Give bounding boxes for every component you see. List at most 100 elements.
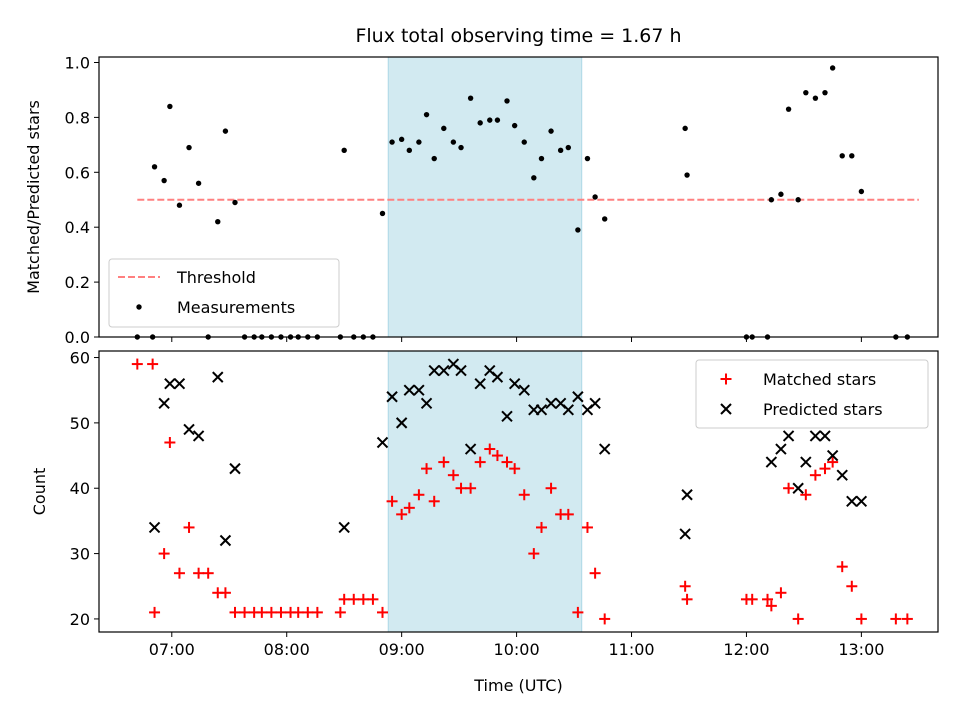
matched-stars-point	[183, 521, 195, 533]
predicted-stars-point	[819, 430, 831, 442]
ratio-legend: Threshold Measurements	[108, 258, 340, 328]
count-y-tick-label: 40	[70, 479, 90, 498]
predicted-stars-point	[219, 534, 232, 547]
predicted-stars-point	[792, 482, 804, 494]
measurements-point	[521, 139, 527, 145]
matched-stars-point	[131, 358, 143, 370]
measurements-point	[494, 117, 501, 123]
predicted-stars-point	[836, 469, 848, 481]
matched-stars-point	[846, 580, 858, 592]
measurements-point	[538, 155, 545, 162]
measurements-point	[487, 117, 493, 123]
matched-stars-legend-marker	[720, 373, 732, 385]
measurements-point	[858, 188, 865, 195]
measurements-point	[406, 147, 413, 154]
matched-stars-point	[809, 469, 821, 481]
matched-stars-point	[292, 606, 304, 618]
predicted-stars-point	[598, 443, 611, 455]
matched-stars-point	[239, 606, 251, 618]
ratio-panel: 0.0 0.2 0.4 0.6 0.8 1.0 Flux total observing …	[24, 25, 939, 347]
ratio-y-tick-label: 0.8	[65, 108, 90, 127]
ratio-x-ticks	[171, 337, 862, 342]
matched-stars-point	[256, 606, 268, 618]
count-x-tick-label: 10:00	[494, 640, 540, 659]
matched-stars-point	[219, 587, 231, 599]
measurements-legend-swatch	[136, 304, 142, 310]
count-x-tick-label: 09:00	[379, 640, 425, 659]
matched-stars-point	[890, 613, 902, 625]
count-x-tick-label: 11:00	[608, 640, 654, 659]
predicted-stars-point	[192, 430, 205, 442]
matched-stars-point	[581, 521, 593, 533]
matched-stars-point	[158, 548, 170, 560]
predicted-stars-point	[464, 443, 477, 455]
ratio-y-tick-label: 0.4	[65, 218, 90, 237]
measurements-point	[565, 144, 572, 151]
matched-stars-point	[589, 567, 601, 579]
count-plot-marks	[131, 358, 913, 625]
matched-stars-point	[545, 482, 557, 494]
count-legend-box	[695, 359, 929, 429]
matched-stars-point	[455, 482, 467, 494]
ratio-legend-box	[108, 258, 340, 328]
matched-stars-point	[562, 508, 574, 520]
measurements-point	[195, 180, 202, 186]
matched-stars-point	[202, 567, 214, 579]
measurements-point	[222, 128, 229, 134]
matched-stars-point	[819, 463, 831, 475]
measurements-point	[151, 164, 158, 170]
predicted-stars-point	[782, 430, 795, 442]
count-y-tick-label: 50	[70, 414, 90, 433]
measurements-point	[584, 155, 591, 162]
predicted-stars-point	[428, 364, 440, 377]
count-x-tick-label: 13:00	[838, 640, 884, 659]
measurements-point	[504, 98, 510, 104]
count-legend: Matched stars Predicted stars	[695, 359, 929, 429]
predicted-stars-point	[589, 397, 601, 409]
chart-title: Flux total observing time = 1.67 h	[355, 25, 681, 47]
measurements-point	[186, 144, 192, 151]
predicted-stars-point	[474, 377, 486, 390]
predicted-stars-point	[173, 377, 186, 390]
count-x-tick-label: 08:00	[264, 640, 310, 659]
measurements-point	[398, 136, 405, 143]
matched-stars-point	[901, 613, 913, 625]
predicted-stars-point	[535, 404, 548, 416]
matched-stars-legend-label: Matched stars	[763, 370, 876, 389]
measurements-point	[441, 125, 447, 132]
predicted-stars-point	[183, 423, 195, 436]
predicted-stars-point	[855, 495, 868, 508]
matched-stars-point	[465, 482, 477, 494]
predicted-stars-point	[765, 456, 778, 468]
predicted-stars-point	[376, 436, 389, 449]
matched-stars-point	[447, 469, 459, 481]
measurements-point	[684, 172, 690, 178]
matched-stars-point	[528, 548, 540, 560]
measurements-point	[232, 199, 238, 206]
measurements-point	[341, 147, 347, 154]
matched-stars-point	[765, 600, 777, 612]
measurements-point	[548, 128, 554, 134]
measurements-point	[795, 197, 801, 203]
measurements-point	[511, 122, 518, 129]
measurements-point	[682, 125, 688, 132]
measurements-point	[768, 197, 775, 203]
predicted-stars-point	[158, 397, 170, 409]
ratio-plot-frame	[98, 56, 939, 338]
matched-stars-point	[484, 443, 496, 455]
highlight-span	[387, 57, 583, 337]
measurements-point	[176, 202, 183, 208]
measurements-point	[812, 95, 819, 101]
predicted-stars-point	[164, 377, 176, 390]
predicted-stars-point	[491, 371, 504, 383]
highlight-span-fill	[388, 351, 582, 632]
measurements-point	[423, 111, 430, 118]
predicted-stars-point	[420, 397, 433, 409]
ratio-y-tick-label: 0.0	[65, 328, 90, 347]
measurements-point	[450, 139, 457, 145]
matched-stars-point	[855, 613, 867, 625]
matched-stars-point	[599, 613, 611, 625]
matched-stars-point	[535, 521, 547, 533]
measurements-point	[167, 103, 173, 110]
